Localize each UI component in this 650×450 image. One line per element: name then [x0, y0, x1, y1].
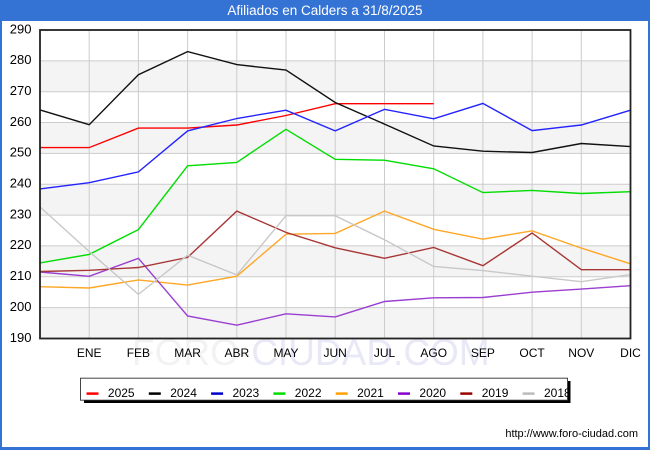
svg-text:NOV: NOV [568, 346, 594, 360]
svg-text:280: 280 [10, 52, 32, 67]
svg-text:OCT: OCT [519, 346, 545, 360]
svg-text:SEP: SEP [471, 346, 495, 360]
svg-text:JUL: JUL [374, 346, 396, 360]
svg-text:JUN: JUN [324, 346, 347, 360]
svg-text:FEB: FEB [127, 346, 150, 360]
svg-text:260: 260 [10, 114, 32, 129]
svg-text:2018: 2018 [544, 386, 571, 400]
svg-text:210: 210 [10, 268, 32, 283]
svg-text:270: 270 [10, 83, 32, 98]
svg-text:2025: 2025 [108, 386, 135, 400]
svg-text:ENE: ENE [77, 346, 102, 360]
svg-text:290: 290 [10, 21, 32, 36]
svg-text:240: 240 [10, 176, 32, 191]
svg-text:2024: 2024 [170, 386, 197, 400]
svg-text:DIC: DIC [620, 346, 641, 360]
svg-text:2022: 2022 [295, 386, 322, 400]
svg-text:MAY: MAY [273, 346, 298, 360]
svg-text:200: 200 [10, 299, 32, 314]
svg-text:220: 220 [10, 237, 32, 252]
svg-text:250: 250 [10, 145, 32, 160]
svg-text:2023: 2023 [233, 386, 260, 400]
svg-text:MAR: MAR [174, 346, 201, 360]
svg-text:190: 190 [10, 330, 32, 345]
svg-text:ABR: ABR [224, 346, 249, 360]
svg-text:230: 230 [10, 206, 32, 221]
svg-text:2021: 2021 [357, 386, 384, 400]
svg-text:2020: 2020 [419, 386, 446, 400]
svg-text:2019: 2019 [482, 386, 509, 400]
svg-text:AGO: AGO [420, 346, 447, 360]
